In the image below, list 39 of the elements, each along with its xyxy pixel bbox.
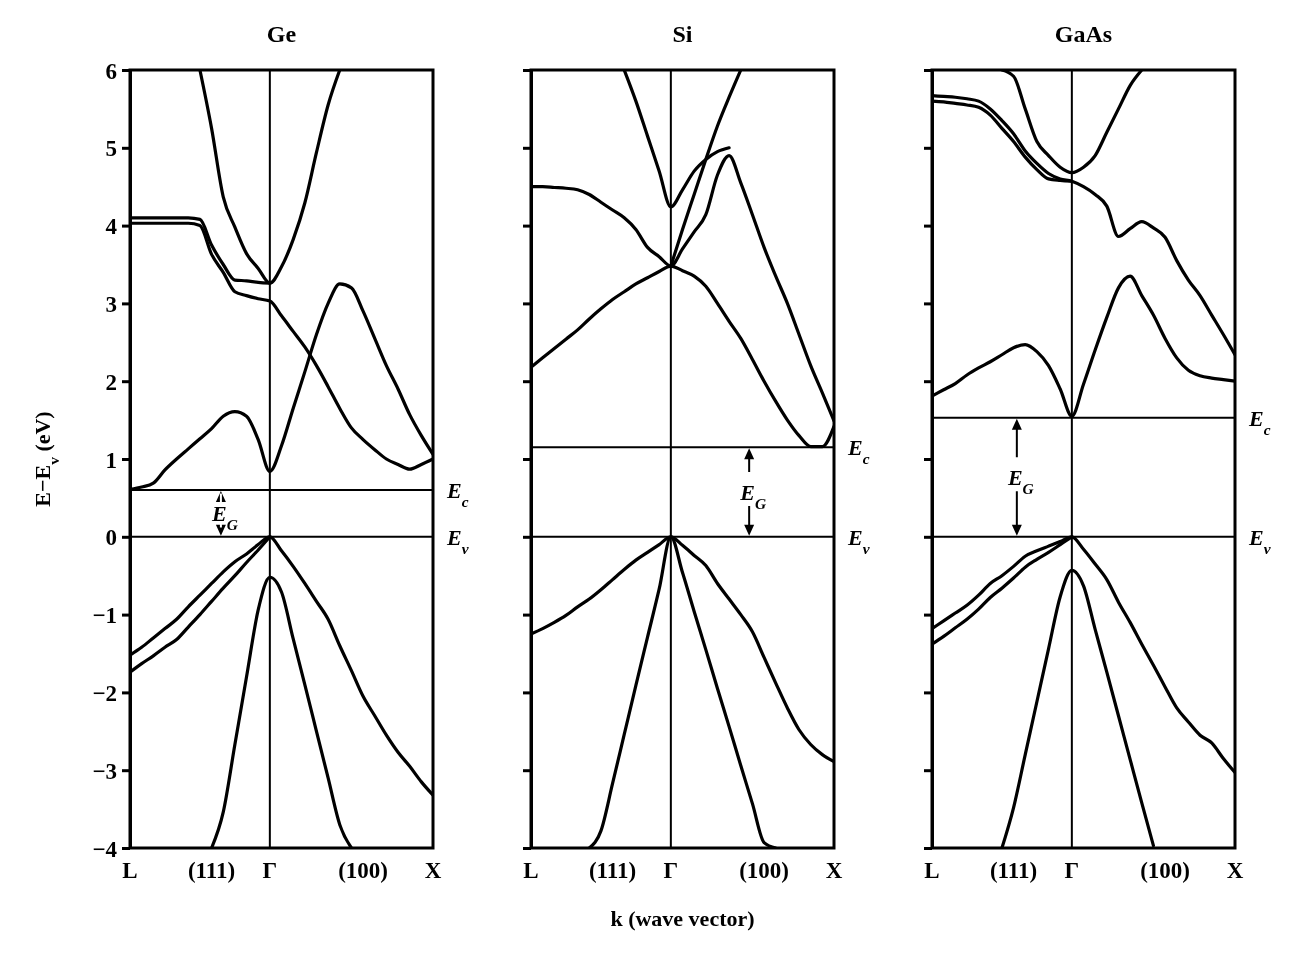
annotation: E$_{G}$ <box>739 480 767 512</box>
chart-title: Si <box>672 21 693 47</box>
ref-line-label: E$_{v}$ <box>847 524 870 557</box>
x-axis-title: k (wave vector) <box>610 906 755 931</box>
y-tick-label: 3 <box>105 291 117 317</box>
y-tick-label: 6 <box>105 58 117 84</box>
x-tick-label: L <box>924 858 940 883</box>
annotation: E$_{G}$ <box>210 501 238 533</box>
y-tick-label: −3 <box>92 758 117 784</box>
chart-title: Ge <box>266 21 297 47</box>
annotation: E$_{G}$ <box>1006 465 1034 497</box>
x-tick-label: Γ <box>1064 858 1080 883</box>
x-tick-label: Γ <box>262 858 278 883</box>
x-tick-label: Γ <box>663 858 679 883</box>
y-tick-label: −4 <box>92 836 118 862</box>
x-tick-label: (111) <box>989 858 1038 883</box>
y-tick-label: 1 <box>105 447 117 473</box>
x-tick-label: (111) <box>187 858 236 883</box>
x-tick-label: X <box>424 858 442 883</box>
x-tick-label: (100) <box>1140 858 1190 883</box>
y-tick-label: 4 <box>105 214 118 240</box>
ref-line-label: E$_{v}$ <box>1248 524 1271 557</box>
x-tick-label: (100) <box>739 858 789 883</box>
ref-line-label: E$_{c}$ <box>1248 405 1271 438</box>
ref-line-label: E$_{c}$ <box>446 478 469 510</box>
y-tick-label: −1 <box>92 603 117 629</box>
x-tick-label: X <box>1226 858 1244 883</box>
y-tick-label: −2 <box>92 680 117 706</box>
y-tick-label: 0 <box>105 525 117 551</box>
x-tick-label: L <box>122 858 138 883</box>
chart-title: GaAs <box>1054 21 1113 47</box>
x-tick-label: X <box>825 858 843 883</box>
ref-line-label: E$_{v}$ <box>446 524 469 557</box>
x-tick-label: (100) <box>338 858 388 883</box>
x-tick-label: (111) <box>588 858 637 883</box>
y-tick-label: 5 <box>105 136 117 162</box>
x-tick-label: L <box>523 858 539 883</box>
y-tick-label: 2 <box>105 369 117 395</box>
ref-line-label: E$_{c}$ <box>847 435 870 467</box>
